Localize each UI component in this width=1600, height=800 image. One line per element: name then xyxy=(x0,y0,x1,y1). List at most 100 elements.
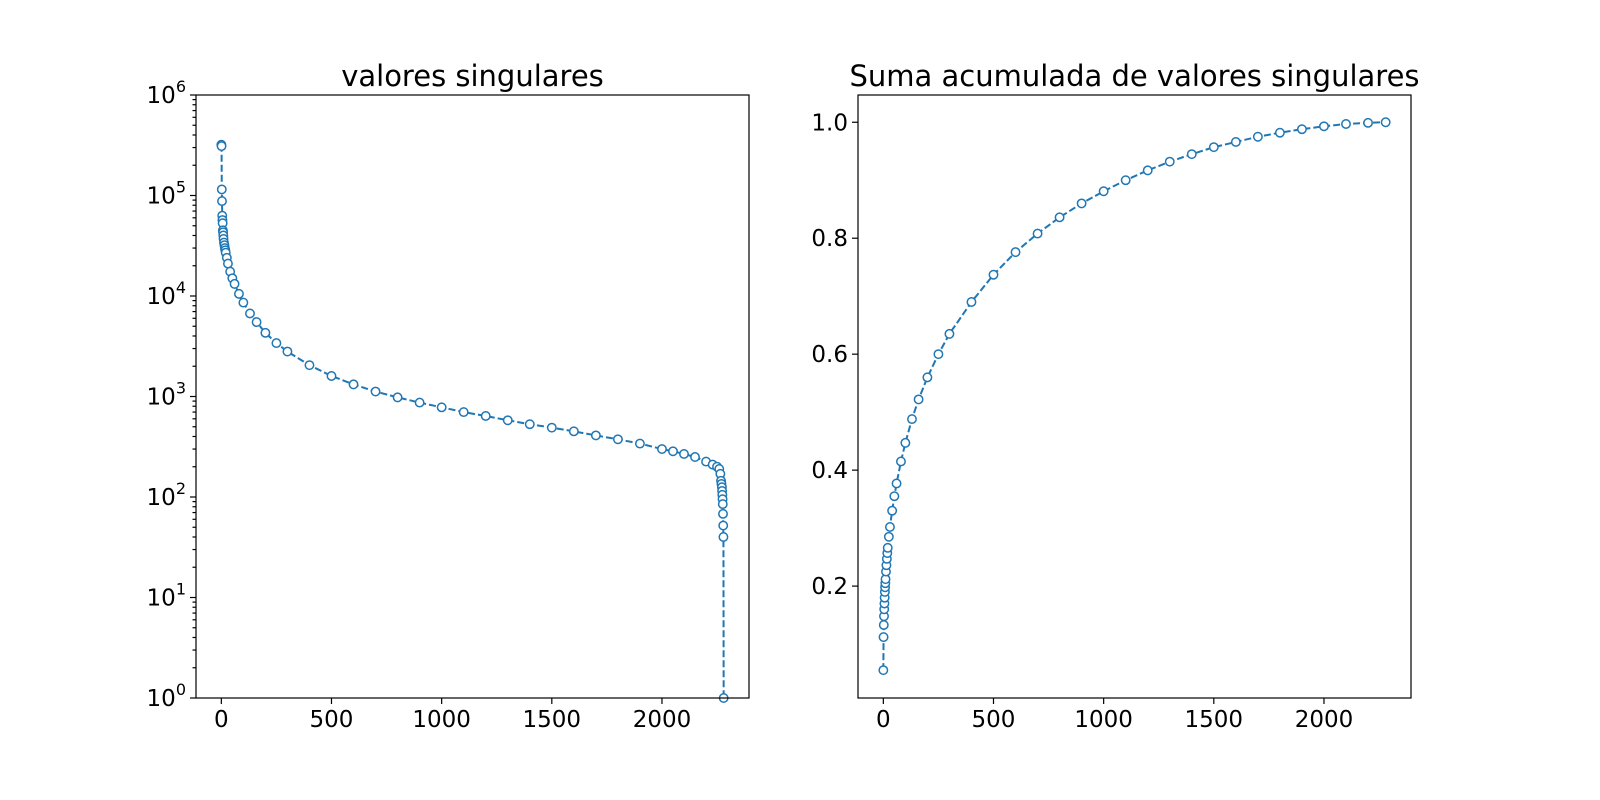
data-point xyxy=(304,360,315,371)
data-point xyxy=(282,346,293,357)
y-tick-label: 0.4 xyxy=(811,458,848,484)
data-point xyxy=(1274,127,1285,138)
data-point xyxy=(1380,117,1391,128)
y-tick-label: 0.2 xyxy=(811,574,848,600)
x-tick-label: 1500 xyxy=(523,707,582,733)
data-point xyxy=(590,430,601,441)
data-point xyxy=(260,327,271,338)
y-tick-label: 1.0 xyxy=(811,110,848,136)
data-point xyxy=(944,328,955,339)
x-tick-label: 500 xyxy=(310,707,354,733)
data-point xyxy=(326,371,337,381)
data-point xyxy=(690,452,700,462)
y-tick-label: 0.6 xyxy=(811,342,848,368)
data-point xyxy=(223,258,233,269)
data-point xyxy=(988,269,999,280)
data-point xyxy=(502,415,513,426)
series-line xyxy=(882,121,1386,671)
data-point xyxy=(907,414,917,425)
data-point xyxy=(718,508,728,519)
data-point xyxy=(1120,175,1131,186)
x-tick-label: 1000 xyxy=(1074,707,1133,733)
data-point xyxy=(1252,131,1263,142)
data-point xyxy=(1208,142,1219,153)
data-point xyxy=(612,434,623,445)
data-point xyxy=(933,349,944,360)
data-point xyxy=(392,392,403,403)
data-point xyxy=(229,278,240,289)
data-point xyxy=(414,397,425,408)
data-point xyxy=(891,478,902,489)
x-tick-label: 1500 xyxy=(1185,707,1244,733)
data-point xyxy=(679,449,689,459)
chart-panel-1: valores singulares 0 500 1000 1500 2000 100 101… xyxy=(147,59,750,733)
data-point xyxy=(238,297,249,308)
data-point xyxy=(480,411,491,421)
data-point xyxy=(1098,186,1109,197)
data-point xyxy=(878,665,889,676)
data-point xyxy=(883,531,894,542)
x-tick-label: 2000 xyxy=(633,707,692,733)
data-point xyxy=(718,520,729,531)
data-point xyxy=(889,491,900,502)
data-point xyxy=(913,394,924,405)
data-point xyxy=(1363,117,1373,128)
x-tick-label: 500 xyxy=(972,707,1016,733)
data-point xyxy=(657,444,667,454)
data-point xyxy=(1296,124,1307,135)
data-point xyxy=(885,522,895,532)
y-tick-label: 100 xyxy=(147,680,186,712)
y-tick-label: 102 xyxy=(147,479,186,511)
data-point xyxy=(900,437,911,448)
data-point xyxy=(1142,165,1153,176)
data-point xyxy=(217,196,227,207)
data-point xyxy=(878,632,889,643)
data-point xyxy=(1010,247,1021,258)
data-point xyxy=(1164,156,1175,167)
plot-frame xyxy=(195,94,750,699)
data-point xyxy=(458,407,469,418)
chart-title: valores singulares xyxy=(341,59,604,93)
data-point xyxy=(1341,119,1351,129)
x-tick-label: 1000 xyxy=(412,707,471,733)
data-point xyxy=(234,288,244,299)
x-tick-label: 0 xyxy=(876,707,891,733)
data-point xyxy=(348,379,359,390)
data-point xyxy=(1054,212,1065,223)
data-point xyxy=(887,505,898,516)
data-point xyxy=(1230,137,1241,147)
data-point xyxy=(1032,228,1043,239)
y-tick-label: 0.8 xyxy=(811,226,848,252)
data-point xyxy=(922,372,933,383)
data-point xyxy=(271,338,282,349)
chart-title: Suma acumulada de valores singulares xyxy=(849,59,1419,93)
data-point xyxy=(370,386,381,397)
series-line xyxy=(220,144,725,699)
data-point xyxy=(634,438,645,449)
data-point xyxy=(668,446,678,457)
data-point xyxy=(245,308,255,319)
data-point xyxy=(1076,198,1087,209)
plot-frame xyxy=(857,94,1412,699)
data-point xyxy=(896,456,906,467)
data-point xyxy=(436,402,447,413)
y-tick-label: 101 xyxy=(147,580,186,612)
data-point xyxy=(216,184,227,195)
y-tick-label: 104 xyxy=(147,278,186,310)
y-tick-label: 106 xyxy=(147,77,186,109)
data-point xyxy=(718,532,729,542)
data-point xyxy=(568,426,579,437)
data-point xyxy=(251,317,262,328)
data-point xyxy=(216,141,227,152)
chart-panel-2: Suma acumulada de valores singulares 0 500… xyxy=(811,59,1419,733)
data-point xyxy=(966,297,977,307)
x-tick-label: 0 xyxy=(214,707,229,733)
data-point xyxy=(882,542,893,553)
data-point xyxy=(1319,121,1329,132)
data-point xyxy=(524,419,535,430)
y-tick-label: 105 xyxy=(147,178,186,210)
x-tick-label: 2000 xyxy=(1295,707,1354,733)
data-point xyxy=(546,422,557,433)
data-point xyxy=(878,619,889,630)
